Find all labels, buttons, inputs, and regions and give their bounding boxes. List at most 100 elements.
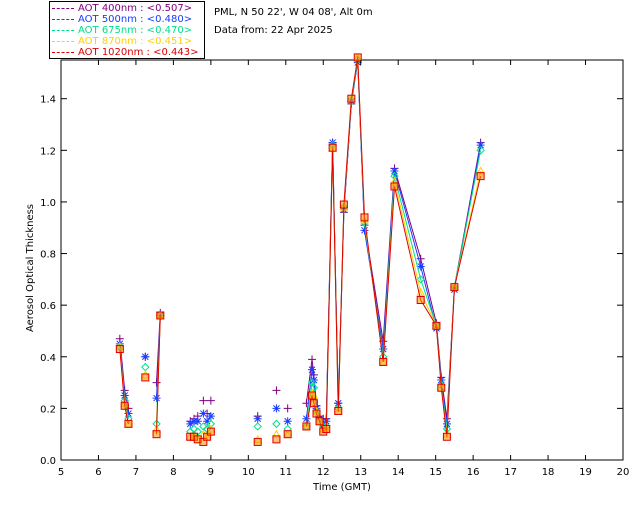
data-point [379, 357, 388, 366]
data-point [253, 437, 262, 446]
data-point [253, 414, 262, 423]
data-point [390, 182, 399, 191]
series-line [305, 59, 437, 427]
y-tick-label: 1.4 [40, 95, 56, 106]
data-point [328, 138, 337, 147]
data-point [476, 146, 485, 155]
y-tick-label: 0.0 [40, 456, 56, 467]
data-point [124, 409, 133, 418]
data-point [302, 414, 311, 423]
data-point [437, 383, 446, 392]
data-point [322, 425, 331, 434]
data-point [272, 386, 281, 395]
data-point [152, 378, 161, 387]
series-layer [115, 52, 485, 446]
y-tick-label: 0.8 [40, 250, 56, 261]
legend-swatch [52, 51, 74, 53]
data-point [334, 406, 343, 415]
x-tick-label: 12 [317, 467, 330, 478]
legend: AOT 400nm : <0.507> AOT 500nm : <0.480> AO… [49, 1, 205, 59]
y-axis-title: Aerosol Optical Thickness [25, 204, 36, 332]
legend-item: AOT 400nm : <0.507> [52, 3, 192, 14]
data-point [308, 391, 317, 400]
data-point [206, 419, 216, 429]
x-tick-label: 13 [354, 467, 367, 478]
data-point [141, 373, 150, 382]
legend-label: AOT 675nm : <0.470> [78, 25, 193, 36]
data-point [186, 419, 195, 428]
data-point [120, 401, 129, 410]
data-point [199, 396, 208, 405]
data-point [309, 399, 318, 408]
data-point [206, 412, 215, 421]
y-tick-label: 1.2 [40, 146, 56, 157]
x-tick-label: 6 [95, 467, 101, 478]
data-point [442, 432, 451, 441]
legend-item: AOT 500nm : <0.480> [52, 14, 192, 25]
legend-label: AOT 500nm : <0.480> [78, 14, 193, 25]
y-tick-label: 0.6 [40, 301, 56, 312]
x-tick-label: 14 [392, 467, 405, 478]
data-point [283, 417, 292, 426]
x-tick-label: 8 [170, 467, 176, 478]
x-tick-label: 10 [242, 467, 255, 478]
data-point [315, 417, 324, 426]
tick-layer: 5 6 7 8 9 10 11 12 13 14 15 16 17 18 19 20 0.0 0.2 0.4 0.6 0… [40, 60, 629, 478]
data-point [199, 409, 208, 418]
legend-swatch [52, 40, 74, 42]
legend-item: AOT 870nm : <0.451> [52, 36, 192, 47]
data-point [347, 94, 356, 103]
y-tick-label: 1.0 [40, 198, 56, 209]
data-point [416, 296, 425, 304]
data-point [283, 404, 292, 413]
series-line [156, 315, 161, 435]
x-tick-label: 9 [208, 467, 214, 478]
series-2 [115, 55, 485, 436]
series-4 [115, 53, 485, 446]
x-tick-label: 16 [467, 467, 480, 478]
data-point [206, 427, 215, 436]
data-point [253, 422, 262, 431]
data-point [152, 430, 161, 439]
legend-label: AOT 870nm : <0.451> [78, 36, 193, 47]
date-info: Data from: 22 Apr 2025 [214, 25, 333, 36]
data-point [152, 394, 161, 403]
data-point [360, 226, 369, 235]
legend-swatch [52, 18, 74, 20]
data-point [390, 166, 399, 175]
series-3 [115, 52, 485, 443]
y-tick-label: 0.4 [40, 353, 56, 364]
series-0 [115, 56, 485, 426]
data-point [141, 362, 150, 372]
series-1 [115, 58, 485, 428]
series-line [305, 59, 437, 420]
series-line [305, 62, 437, 425]
legend-label: AOT 1020nm : <0.443> [78, 47, 199, 58]
data-point [272, 419, 281, 429]
data-point [312, 409, 321, 418]
series-line [305, 57, 437, 430]
x-tick-label: 19 [579, 467, 592, 478]
data-point [193, 417, 202, 426]
data-point [309, 376, 318, 384]
legend-item: AOT 675nm : <0.470> [52, 25, 192, 36]
x-tick-label: 7 [133, 467, 139, 478]
legend-label: AOT 400nm : <0.507> [78, 3, 193, 14]
data-point [432, 321, 441, 330]
plot-frame [60, 59, 624, 461]
data-point [476, 141, 485, 150]
data-point [339, 200, 348, 209]
data-point [206, 396, 215, 405]
data-point [353, 53, 362, 62]
legend-swatch [52, 7, 74, 9]
data-point [450, 283, 459, 292]
data-point [308, 365, 317, 374]
data-point [203, 417, 212, 426]
data-point [416, 275, 425, 284]
data-point [272, 435, 281, 444]
data-point [476, 172, 485, 181]
data-point [390, 171, 399, 181]
data-point [328, 143, 337, 152]
data-point [124, 419, 133, 428]
data-point [360, 213, 369, 222]
